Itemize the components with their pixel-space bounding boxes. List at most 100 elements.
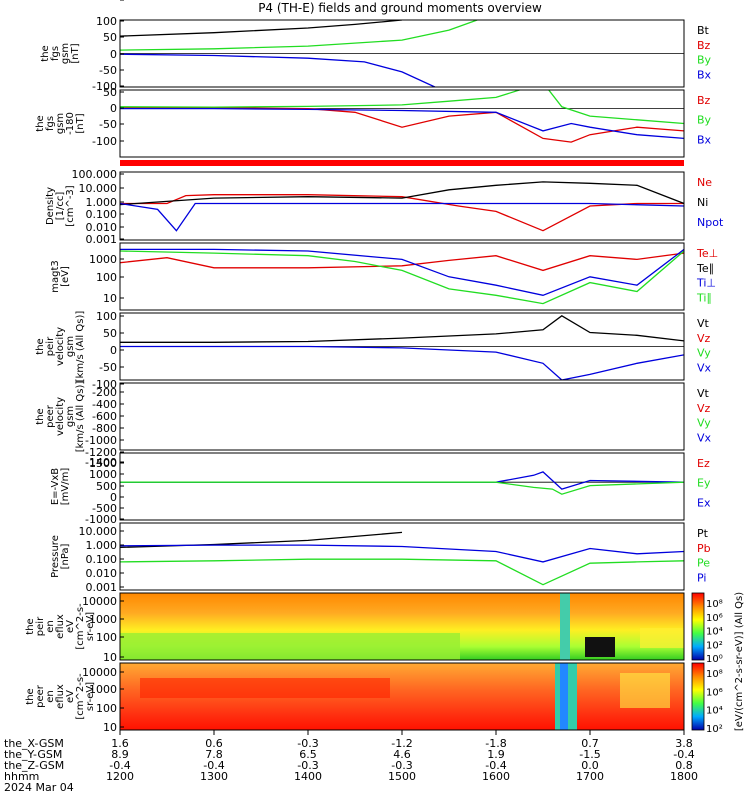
legend-Vz: Vz	[697, 402, 711, 415]
svg-text:peer: peer	[35, 684, 46, 708]
series-Ti∥-line	[120, 250, 684, 305]
y-tick-label: 1000	[89, 613, 117, 626]
panel-fgs-gsm-zoom: 50 0 -50 -100 the fgs gsm -180 [nT] Bz By Bx	[35, 86, 712, 158]
series-Bx-line	[120, 107, 684, 140]
colorbar-tick: 10⁶	[706, 613, 723, 624]
panel-frame	[119, 312, 685, 381]
svg-text:sr-eV]: sr-eV]	[85, 682, 96, 711]
panel-frame	[119, 522, 685, 591]
y-tick-label: -1200	[85, 446, 117, 459]
xaxis-value: 4.6	[393, 748, 411, 761]
y-tick-label: 0	[110, 344, 117, 357]
y-tick-label: -2000	[85, 0, 117, 3]
y-axis-label: the peer en eflux eV [cm^2-s-sr-eV]	[25, 673, 96, 720]
legend-Bx: Bx	[697, 133, 712, 146]
y-axis-label: the fgs gsm [nT]	[40, 43, 81, 64]
spectrogram-peer-eflux	[120, 663, 684, 730]
colorbar-label: [eV/(cm^2-s-sr-eV)] (All Qs)	[734, 592, 745, 731]
y-tick-label: 50	[103, 86, 117, 99]
colorbar: 10⁸ 10⁶ 10⁴ 10²	[691, 662, 723, 735]
panel-frame	[119, 452, 685, 521]
y-axis-label: magt3 [eV]	[50, 260, 71, 293]
svg-text:eV: eV	[65, 690, 76, 703]
colorbar-tick: 10⁸	[706, 599, 723, 610]
y-tick-label: 0	[110, 102, 117, 115]
svg-text:[nPa]: [nPa]	[60, 543, 71, 569]
y-tick-label: -100	[92, 378, 117, 391]
date-label: 2024 Mar 04	[4, 781, 74, 794]
y-axis-label: Pressure [nPa]	[50, 535, 71, 578]
y-tick-label: -1500	[85, 0, 117, 3]
series-Pi-line	[120, 544, 684, 563]
xaxis-row-label: hhmm	[4, 770, 39, 783]
xaxis-value: 0.0	[581, 759, 599, 772]
xaxis-value: 1800	[670, 770, 698, 783]
svg-text:eflux: eflux	[55, 684, 66, 709]
series-Pe-line	[120, 558, 684, 586]
y-tick-label: -500	[92, 502, 117, 515]
xaxis-row-label: the_Z-GSM	[4, 759, 64, 772]
svg-text:[km/s (All Qs)]: [km/s (All Qs)]	[75, 381, 86, 453]
series-Bt-line	[120, 20, 403, 37]
series-Vt-line	[120, 315, 684, 343]
xaxis-row-label: the_X-GSM	[4, 737, 64, 750]
colorbar-tick: 10⁸	[706, 669, 723, 680]
legend-Ni: Ni	[697, 196, 708, 209]
y-axis-label: the peir en eflux eV [cm^2-s-sr-eV]	[25, 603, 96, 650]
panel-velocity: 100 50 0 -50 -100 the peir velocity gsm [km/s (Al…	[35, 310, 712, 391]
y-tick-label: 10.000	[79, 525, 118, 538]
y-tick-label: -50	[99, 361, 117, 374]
y-tick-label: 0	[110, 48, 117, 61]
xaxis-value: 1700	[576, 770, 604, 783]
colorbar-tick: 10⁴	[706, 627, 723, 638]
svg-text:[mV/m]: [mV/m]	[60, 468, 71, 506]
svg-text:-180: -180	[65, 112, 76, 135]
panel-velocity-peer: -200-400-600-800-1000-1200-1400 the peer ve…	[35, 381, 712, 469]
y-tick-label: 0.100	[86, 553, 118, 566]
xaxis-value: -1.5	[579, 748, 600, 761]
colorbar-tick: 10⁶	[706, 687, 723, 698]
legend-Vt: Vt	[697, 317, 710, 330]
y-tick-label: 100	[96, 271, 117, 284]
y-tick-label: 50	[103, 31, 117, 44]
series-Ne-line	[120, 194, 684, 232]
svg-text:[cm^-3]: [cm^-3]	[65, 185, 76, 226]
colorbar-tick: 10²	[706, 640, 723, 651]
y-tick-label: 10000	[82, 595, 117, 608]
svg-text:[eV/(cm^2-s-sr-eV)] (All Qs): [eV/(cm^2-s-sr-eV)] (All Qs)	[734, 592, 745, 731]
xaxis-value: -0.4	[485, 759, 506, 772]
legend-Pb: Pb	[697, 542, 711, 555]
series-Bx-line	[120, 53, 436, 87]
y-tick-label: -1400	[85, 456, 117, 469]
y-tick-label: -1000	[85, 434, 117, 447]
svg-text:peer: peer	[45, 404, 56, 428]
series-Ni-line	[120, 181, 684, 206]
legend-Ez: Ez	[697, 457, 710, 470]
y-tick-label: 1000	[89, 253, 117, 266]
y-tick-label: 0.010	[86, 567, 118, 580]
y-tick-label: 10000	[82, 666, 117, 679]
y-axis-label: the peer velocity gsm [km/s (All Qs)]	[35, 381, 86, 453]
y-tick-label: 100	[96, 15, 117, 28]
legend-Te∥: Te∥	[696, 262, 714, 275]
y-tick-label: 100	[96, 310, 117, 323]
y-tick-label: -1000	[85, 513, 117, 526]
y-tick-label: -200	[92, 386, 117, 399]
svg-text:en: en	[45, 620, 56, 633]
series-Npot-line	[120, 202, 684, 232]
series-Te⊥-line	[120, 252, 684, 272]
xaxis-value: 1.6	[111, 737, 129, 750]
svg-text:[km/s (All Qs)]: [km/s (All Qs)]	[75, 311, 86, 383]
xaxis-value: -1.2	[391, 737, 412, 750]
legend-Vx: Vx	[697, 361, 712, 374]
xaxis-value: 1.9	[487, 748, 505, 761]
y-axis-label: E=-VxB [mV/m]	[50, 468, 71, 506]
y-axis-label: the fgs gsm -180 [nT]	[35, 112, 86, 135]
legend-Bx: Bx	[697, 68, 712, 81]
svg-text:[cm^2-s-: [cm^2-s-	[75, 603, 86, 650]
xaxis-value: 0.7	[581, 737, 599, 750]
svg-text:gsm: gsm	[65, 406, 76, 427]
y-tick-label: 0.001	[86, 233, 118, 246]
